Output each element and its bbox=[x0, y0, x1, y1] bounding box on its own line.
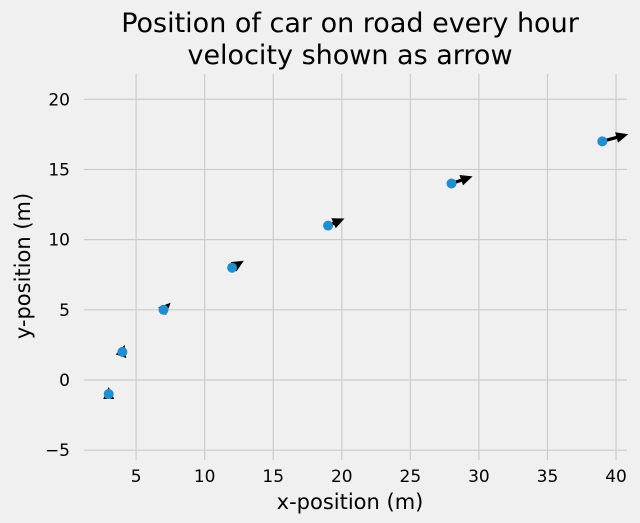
x-tick-label: 35 bbox=[537, 467, 559, 487]
x-tick-label: 5 bbox=[131, 467, 142, 487]
x-tick-label: 10 bbox=[194, 467, 216, 487]
x-tick-label: 30 bbox=[468, 467, 490, 487]
x-tick-label: 20 bbox=[331, 467, 353, 487]
position-points bbox=[103, 136, 608, 400]
y-tick-label: −5 bbox=[45, 441, 70, 461]
position-point bbox=[103, 389, 114, 400]
x-tick-label: 40 bbox=[605, 467, 627, 487]
tick-labels: 5 10 15 20 25 30 35 40 −5 0 5 10 15 20 bbox=[45, 90, 627, 487]
x-axis-label: x-position (m) bbox=[277, 490, 424, 514]
position-point bbox=[323, 220, 334, 231]
y-axis-label: y-position (m) bbox=[11, 193, 35, 339]
position-point bbox=[227, 262, 238, 273]
y-tick-label: 10 bbox=[48, 231, 70, 251]
y-tick-label: 20 bbox=[48, 90, 70, 110]
y-tick-label: 5 bbox=[59, 301, 70, 321]
position-point bbox=[158, 304, 169, 315]
chart-title-line-1: Position of car on road every hour bbox=[121, 8, 580, 39]
y-tick-label: 0 bbox=[59, 371, 70, 391]
y-tick-label: 15 bbox=[48, 160, 70, 180]
grid bbox=[84, 74, 627, 460]
chart-title-line-2: velocity shown as arrow bbox=[187, 40, 512, 71]
x-tick-label: 25 bbox=[400, 467, 422, 487]
position-point bbox=[117, 346, 128, 357]
velocity-arrow bbox=[601, 132, 629, 143]
position-point bbox=[597, 136, 608, 147]
x-tick-label: 15 bbox=[262, 467, 284, 487]
position-point bbox=[446, 178, 457, 189]
